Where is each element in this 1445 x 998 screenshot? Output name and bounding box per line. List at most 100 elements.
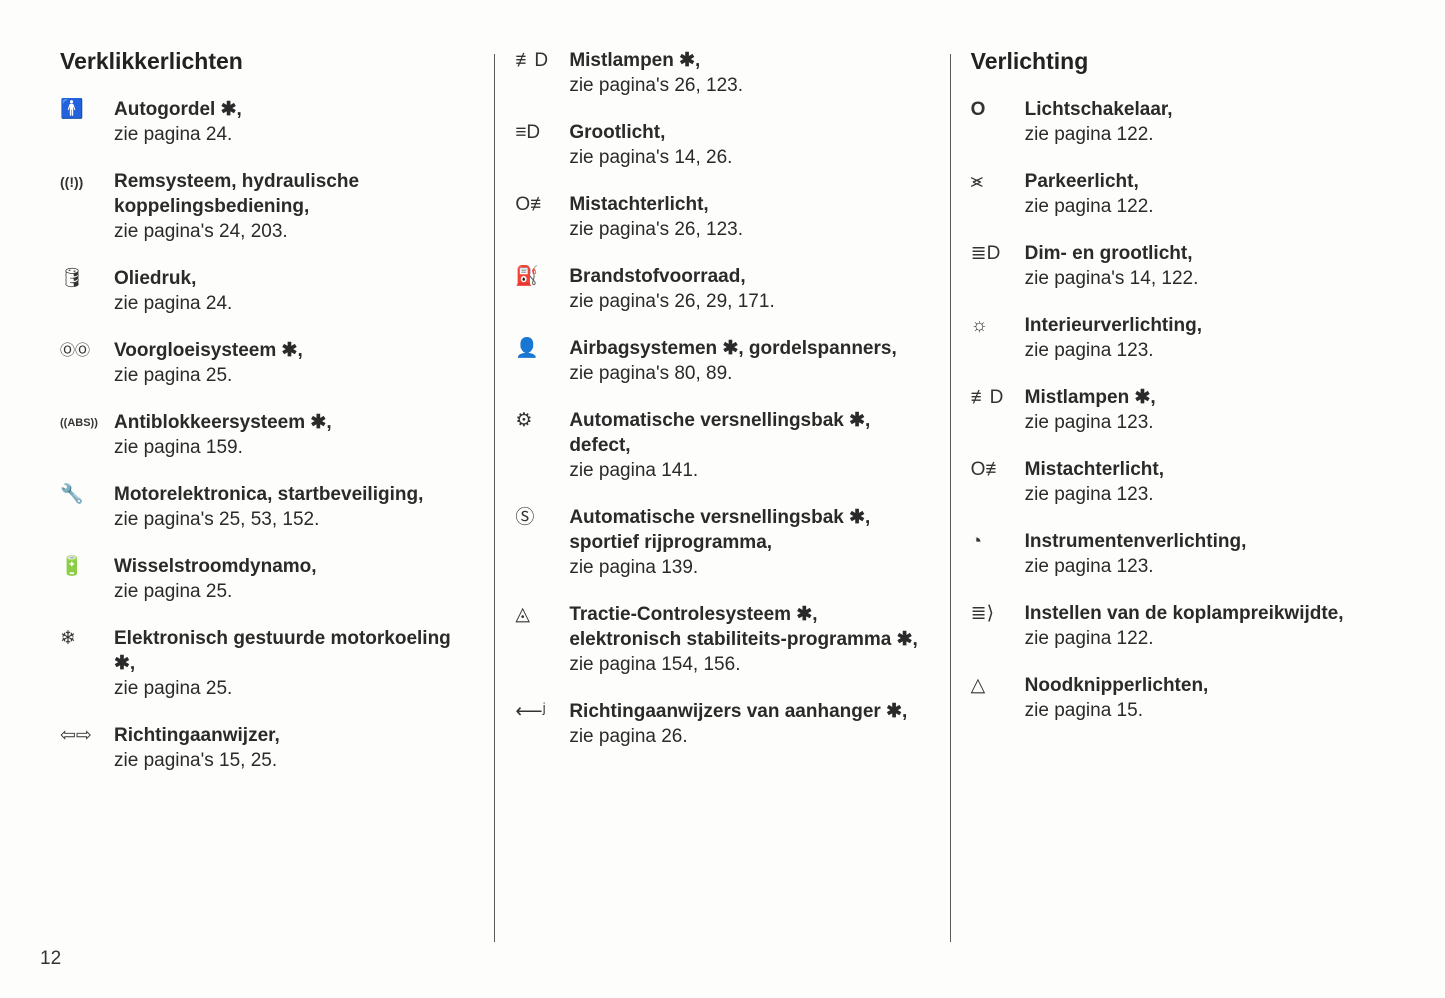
item-label: Instrumentenverlichting,	[1025, 531, 1247, 552]
list-item: ☼ Interieurverlichting, zie pagina 123.	[971, 313, 1385, 363]
airbag-icon: 👤	[515, 336, 569, 386]
list-item: ⚙ Automatische versnellingsbak ✱, defect…	[515, 408, 929, 483]
item-label: Dim- en grootlicht,	[1025, 243, 1193, 264]
item-label: Automatische versnellingsbak ✱, sportief…	[569, 507, 870, 553]
light-switch-icon: O	[971, 97, 1025, 147]
oil-icon: 🛢	[60, 266, 114, 316]
list-item: ⓄⓄ Voorgloeisysteem ✱, zie pagina 25.	[60, 338, 474, 388]
list-item: ⇦⇨ Richtingaanwijzer, zie pagina's 15, 2…	[60, 723, 474, 773]
item-text: Mistachterlicht, zie pagina's 26, 123.	[569, 192, 929, 242]
item-see: zie pagina 24.	[114, 293, 232, 314]
item-text: Tractie-Controlesysteem ✱, elektronisch …	[569, 602, 929, 677]
list-item: 🔋 Wisselstroomdynamo, zie pagina 25.	[60, 554, 474, 604]
item-label: Parkeerlicht,	[1025, 171, 1139, 192]
item-label: Automatische versnellingsbak ✱, defect,	[569, 410, 870, 456]
item-see: zie pagina 159.	[114, 437, 243, 458]
item-text: Oliedruk, zie pagina 24.	[114, 266, 474, 316]
item-label: Remsysteem, hydraulische koppelingsbedie…	[114, 171, 359, 217]
item-see: zie pagina 25.	[114, 365, 232, 386]
item-text: Elektronisch gestuurde motorkoeling ✱, z…	[114, 626, 474, 701]
item-see: zie pagina 122.	[1025, 124, 1154, 145]
list-item: 🚹 Autogordel ✱, zie pagina 24.	[60, 97, 474, 147]
abs-icon: ((ABS))	[60, 410, 114, 460]
foglight-front-icon: ≢D	[515, 48, 569, 98]
item-text: Richtingaanwijzers van aanhanger ✱, zie …	[569, 699, 929, 749]
item-see: zie pagina 123.	[1025, 412, 1154, 433]
item-see: zie pagina 25.	[114, 581, 232, 602]
item-text: Richtingaanwijzer, zie pagina's 15, 25.	[114, 723, 474, 773]
list-item: ≡D Grootlicht, zie pagina's 14, 26.	[515, 120, 929, 170]
glowplug-icon: ⓄⓄ	[60, 338, 114, 388]
list-item: ≢D Mistlampen ✱, zie pagina 123.	[971, 385, 1385, 435]
item-see: zie pagina's 26, 123.	[569, 75, 743, 96]
foglight-rear-icon: O≢	[971, 457, 1025, 507]
list-item: ◬ Tractie-Controlesysteem ✱, elektronisc…	[515, 602, 929, 677]
item-text: Antiblokkeersysteem ✱, zie pagina 159.	[114, 410, 474, 460]
gear-defect-icon: ⚙	[515, 408, 569, 483]
list-item: ❄ Elektronisch gestuurde motorkoeling ✱,…	[60, 626, 474, 701]
brake-icon: ((!))	[60, 169, 114, 244]
item-label: Wisselstroomdynamo,	[114, 556, 317, 577]
item-see: zie pagina's 26, 123.	[569, 219, 743, 240]
item-see: zie pagina 123.	[1025, 484, 1154, 505]
item-text: Noodknipperlichten, zie pagina 15.	[1025, 673, 1385, 723]
item-see: zie pagina 139.	[569, 557, 698, 578]
item-text: Lichtschakelaar, zie pagina 122.	[1025, 97, 1385, 147]
foglight-rear-icon: O≢	[515, 192, 569, 242]
foglight-front-icon: ≢D	[971, 385, 1025, 435]
item-label: Interieurverlichting,	[1025, 315, 1202, 336]
item-text: Mistlampen ✱, zie pagina 123.	[1025, 385, 1385, 435]
item-text: Automatische versnellingsbak ✱, sportief…	[569, 505, 929, 580]
item-label: Brandstofvoorraad,	[569, 266, 745, 287]
item-text: Dim- en grootlicht, zie pagina's 14, 122…	[1025, 241, 1385, 291]
gear-sport-icon: Ⓢ	[515, 505, 569, 580]
item-see: zie pagina's 24, 203.	[114, 221, 288, 242]
item-label: Elektronisch gestuurde motorkoeling ✱,	[114, 628, 451, 674]
item-label: Antiblokkeersysteem ✱,	[114, 412, 332, 433]
column-1: Verklikkerlichten 🚹 Autogordel ✱, zie pa…	[40, 48, 494, 948]
list-item: ⪤ Parkeerlicht, zie pagina 122.	[971, 169, 1385, 219]
hazard-icon: △	[971, 673, 1025, 723]
page-number: 12	[40, 948, 61, 970]
item-text: Remsysteem, hydraulische koppelingsbedie…	[114, 169, 474, 244]
item-label: Airbagsystemen ✱, gordelspanners,	[569, 338, 896, 359]
item-see: zie pagina 123.	[1025, 556, 1154, 577]
item-label: Mistlampen ✱,	[1025, 387, 1156, 408]
item-label: Autogordel ✱,	[114, 99, 242, 120]
item-text: Parkeerlicht, zie pagina 122.	[1025, 169, 1385, 219]
column-3: Verlichting O Lichtschakelaar, zie pagin…	[951, 48, 1405, 948]
item-label: Voorgloeisysteem ✱,	[114, 340, 303, 361]
item-label: Grootlicht,	[569, 122, 665, 143]
turn-signal-icon: ⇦⇨	[60, 723, 114, 773]
item-see: zie pagina 123.	[1025, 340, 1154, 361]
item-text: Airbagsystemen ✱, gordelspanners, zie pa…	[569, 336, 929, 386]
item-text: Instrumentenverlichting, zie pagina 123.	[1025, 529, 1385, 579]
item-text: Mistachterlicht, zie pagina 123.	[1025, 457, 1385, 507]
page-body: Verklikkerlichten 🚹 Autogordel ✱, zie pa…	[0, 0, 1445, 948]
item-label: Motorelektronica, startbeveiliging,	[114, 484, 423, 505]
item-label: Lichtschakelaar,	[1025, 99, 1173, 120]
item-see: zie pagina's 15, 25.	[114, 750, 277, 771]
item-see: zie pagina 24.	[114, 124, 232, 145]
parklight-icon: ⪤	[971, 169, 1025, 219]
item-see: zie pagina's 80, 89.	[569, 363, 732, 384]
column-2: ≢D Mistlampen ✱, zie pagina's 26, 123. ≡…	[495, 48, 949, 948]
item-label: Mistachterlicht,	[1025, 459, 1164, 480]
heading-verlichting: Verlichting	[971, 48, 1385, 75]
item-text: Mistlampen ✱, zie pagina's 26, 123.	[569, 48, 929, 98]
engine-icon: 🔧	[60, 482, 114, 532]
list-item: ⛽ Brandstofvoorraad, zie pagina's 26, 29…	[515, 264, 929, 314]
item-text: Autogordel ✱, zie pagina 24.	[114, 97, 474, 147]
item-text: Instellen van de koplampreikwijdte, zie …	[1025, 601, 1385, 651]
item-label: Oliedruk,	[114, 268, 196, 289]
item-text: Brandstofvoorraad, zie pagina's 26, 29, …	[569, 264, 929, 314]
item-label: Mistachterlicht,	[569, 194, 708, 215]
item-see: zie pagina 122.	[1025, 196, 1154, 217]
item-text: Grootlicht, zie pagina's 14, 26.	[569, 120, 929, 170]
item-see: zie pagina 25.	[114, 678, 232, 699]
item-see: zie pagina 122.	[1025, 628, 1154, 649]
traction-icon: ◬	[515, 602, 569, 677]
item-see: zie pagina 15.	[1025, 700, 1143, 721]
list-item: ◔ Instrumentenverlichting, zie pagina 12…	[971, 529, 1385, 579]
high-beam-icon: ≡D	[515, 120, 569, 170]
